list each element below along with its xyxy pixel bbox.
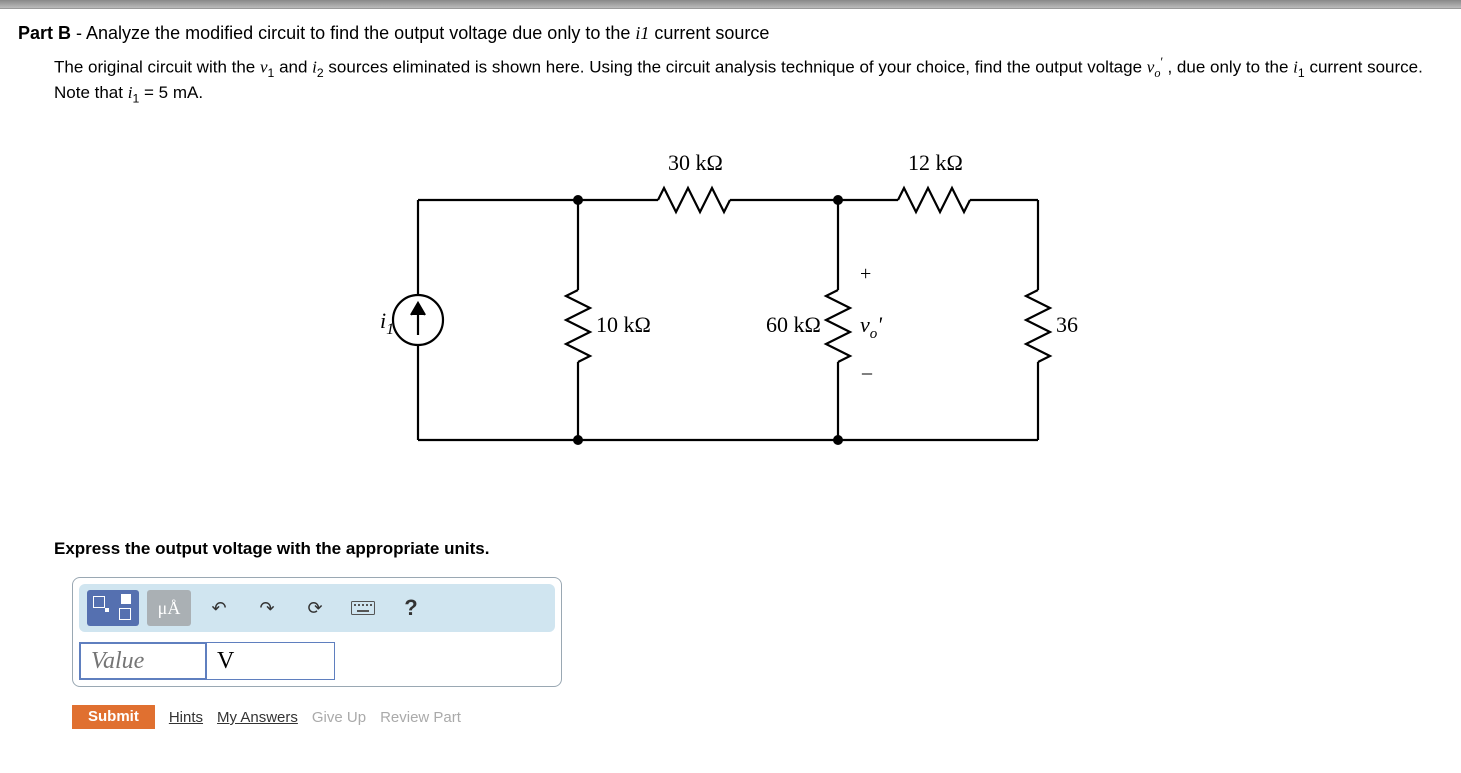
r-60k-label: 60 kΩ: [766, 312, 821, 337]
reset-button[interactable]: ⟳: [295, 591, 335, 625]
footer-row: Submit Hints My Answers Give Up Review P…: [72, 705, 1443, 729]
part-title-end: current source: [649, 23, 769, 43]
window-topbar: [0, 0, 1461, 9]
give-up-link: Give Up: [312, 709, 366, 726]
value-input[interactable]: [79, 642, 207, 680]
my-answers-link[interactable]: My Answers: [217, 709, 298, 726]
and: and: [274, 58, 312, 77]
part-title-1: - Analyze the modified circuit to find t…: [71, 23, 635, 43]
t2: sources eliminated is shown here. Using …: [324, 58, 1147, 77]
vo-l: v: [860, 312, 870, 337]
problem-statement: The original circuit with the v1 and i2 …: [54, 54, 1433, 106]
part-label: Part B: [18, 23, 71, 43]
vop-l: ': [877, 312, 882, 337]
part-title-var: i1: [635, 23, 649, 43]
v1: v: [260, 58, 268, 77]
isrcs: 1: [386, 321, 394, 338]
part-header: Part B - Analyze the modified circuit to…: [18, 23, 1443, 44]
answer-box: μÅ ↶ ↷ ⟳ ?: [72, 577, 562, 687]
circuit-diagram: 30 kΩ 12 kΩ i1 10 kΩ 60: [318, 140, 1078, 485]
template-button[interactable]: [87, 590, 139, 626]
svg-text:i1: i1: [380, 308, 394, 338]
review-part-link: Review Part: [380, 709, 461, 726]
answer-toolbar: μÅ ↶ ↷ ⟳ ?: [79, 584, 555, 632]
submit-button[interactable]: Submit: [72, 705, 155, 729]
redo-button[interactable]: ↷: [247, 591, 287, 625]
express-instruction: Express the output voltage with the appr…: [54, 539, 1443, 559]
page-content: Part B - Analyze the modified circuit to…: [0, 9, 1461, 729]
units-button[interactable]: μÅ: [147, 590, 191, 626]
plus-sign: +: [860, 263, 871, 285]
pd: .: [198, 83, 203, 102]
undo-button[interactable]: ↶: [199, 591, 239, 625]
minus-sign: _: [861, 355, 873, 377]
value-row: [79, 642, 555, 680]
r-30k-label: 30 kΩ: [668, 150, 723, 175]
t3: , due only to the: [1163, 58, 1293, 77]
svg-text:vo': vo': [860, 312, 882, 342]
r-36k-label: 36 kΩ: [1056, 312, 1078, 337]
unit-input[interactable]: [207, 642, 335, 680]
i1s: 1: [1298, 66, 1305, 80]
r-12k-label: 12 kΩ: [908, 150, 963, 175]
r-10k-label: 10 kΩ: [596, 312, 651, 337]
eq: = 5 mA: [139, 83, 198, 102]
keyboard-button[interactable]: [343, 591, 383, 625]
circuit-svg: 30 kΩ 12 kΩ i1 10 kΩ 60: [318, 140, 1078, 480]
help-button[interactable]: ?: [391, 591, 431, 625]
i2s: 2: [317, 66, 324, 80]
t1: The original circuit with the: [54, 58, 260, 77]
hints-link[interactable]: Hints: [169, 709, 203, 726]
